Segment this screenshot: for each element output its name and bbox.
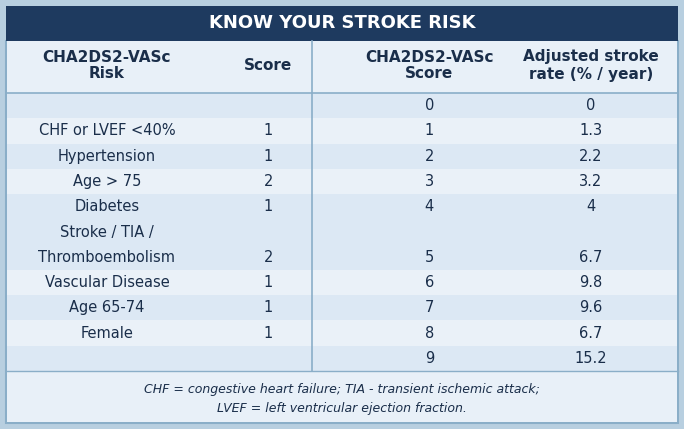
Text: CHF = congestive heart failure; TIA - transient ischemic attack;: CHF = congestive heart failure; TIA - tr… <box>144 383 540 396</box>
Text: KNOW YOUR STROKE RISK: KNOW YOUR STROKE RISK <box>209 15 475 33</box>
Text: Age > 75: Age > 75 <box>73 174 141 189</box>
Text: 15.2: 15.2 <box>575 351 607 366</box>
Text: Risk: Risk <box>89 66 125 82</box>
Text: 0: 0 <box>586 98 595 113</box>
Text: 9: 9 <box>425 351 434 366</box>
Bar <box>7 371 677 422</box>
Text: 1.3: 1.3 <box>579 124 602 139</box>
Text: 6.7: 6.7 <box>579 250 603 265</box>
Bar <box>7 194 677 219</box>
Bar <box>7 245 677 270</box>
Text: Score: Score <box>244 57 292 73</box>
Text: 1: 1 <box>263 124 273 139</box>
Bar <box>7 169 677 194</box>
Text: Adjusted stroke: Adjusted stroke <box>523 49 659 64</box>
Text: 4: 4 <box>425 199 434 214</box>
Text: CHA2DS2-VASc: CHA2DS2-VASc <box>365 49 494 64</box>
Bar <box>7 346 677 371</box>
Text: 8: 8 <box>425 326 434 341</box>
Text: 2: 2 <box>263 250 273 265</box>
Text: CHF or LVEF <40%: CHF or LVEF <40% <box>39 124 175 139</box>
Bar <box>7 41 677 93</box>
Text: Thromboembolism: Thromboembolism <box>38 250 176 265</box>
Text: Age 65-74: Age 65-74 <box>69 300 144 315</box>
Text: 4: 4 <box>586 199 595 214</box>
Text: 2.2: 2.2 <box>579 149 603 164</box>
Text: 3: 3 <box>425 174 434 189</box>
Bar <box>7 219 677 245</box>
Text: Diabetes: Diabetes <box>75 199 140 214</box>
Text: 2: 2 <box>263 174 273 189</box>
Bar <box>6 41 678 423</box>
Text: Vascular Disease: Vascular Disease <box>44 275 170 290</box>
Text: 3.2: 3.2 <box>579 174 603 189</box>
Bar <box>7 144 677 169</box>
Text: 1: 1 <box>425 124 434 139</box>
Text: Hypertension: Hypertension <box>58 149 156 164</box>
Text: Stroke / TIA /: Stroke / TIA / <box>60 224 154 239</box>
Bar <box>7 118 677 144</box>
Bar <box>7 270 677 295</box>
Bar <box>7 295 677 320</box>
Text: 6.7: 6.7 <box>579 326 603 341</box>
Text: 1: 1 <box>263 275 273 290</box>
Text: LVEF = left ventricular ejection fraction.: LVEF = left ventricular ejection fractio… <box>217 402 467 415</box>
Text: rate (% / year): rate (% / year) <box>529 66 653 82</box>
Bar <box>7 93 677 118</box>
Text: 1: 1 <box>263 149 273 164</box>
Bar <box>6 6 678 41</box>
Text: 1: 1 <box>263 199 273 214</box>
Text: 6: 6 <box>425 275 434 290</box>
Text: Score: Score <box>405 66 453 82</box>
Text: 7: 7 <box>425 300 434 315</box>
Text: Female: Female <box>81 326 133 341</box>
Text: 0: 0 <box>425 98 434 113</box>
Text: CHA2DS2-VASc: CHA2DS2-VASc <box>42 49 171 64</box>
Text: 9.8: 9.8 <box>579 275 603 290</box>
Text: 5: 5 <box>425 250 434 265</box>
Bar <box>7 320 677 346</box>
Text: 1: 1 <box>263 326 273 341</box>
Text: 2: 2 <box>425 149 434 164</box>
Text: 9.6: 9.6 <box>579 300 603 315</box>
Text: 1: 1 <box>263 300 273 315</box>
